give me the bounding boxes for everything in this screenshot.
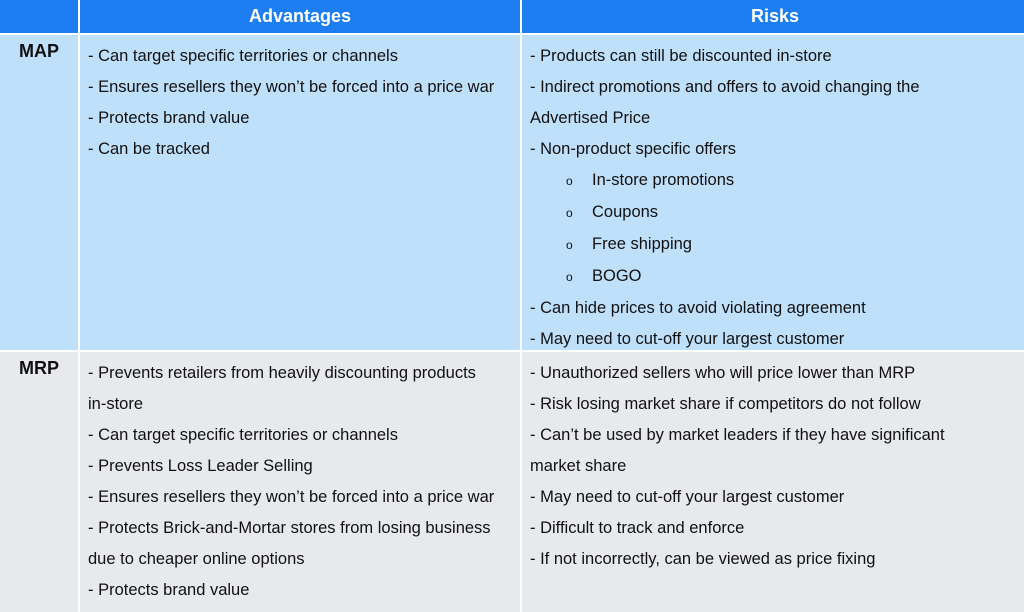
sub-list-item: o In-store promotions	[530, 165, 1020, 197]
sub-list-item-label: In-store promotions	[592, 171, 735, 189]
sub-list-item: o BOGO	[530, 261, 1020, 293]
mrp-advantages-cell: - Prevents retailers from heavily discou…	[80, 352, 520, 612]
list-item: - Protects brand value	[88, 581, 250, 599]
circle-bullet-icon: o	[566, 238, 573, 252]
list-item: Advertised Price	[530, 109, 651, 127]
list-item: - Products can still be discounted in-st…	[530, 47, 832, 65]
list-item: - Indirect promotions and offers to avoi…	[530, 78, 920, 96]
list-item: - Can be tracked	[88, 140, 210, 158]
list-item: - Can hide prices to avoid violating agr…	[530, 299, 866, 317]
list-item: - May need to cut-off your largest custo…	[530, 488, 845, 506]
list-item: in-store	[88, 395, 144, 413]
sub-list-item-label: Free shipping	[592, 235, 692, 253]
row-label-mrp: MRP	[0, 352, 78, 612]
map-risks-cell: - Products can still be discounted in-st…	[522, 35, 1024, 350]
list-item: - Risk losing market share if competitor…	[530, 395, 921, 413]
circle-bullet-icon: o	[566, 206, 573, 220]
header-corner-cell	[0, 0, 78, 33]
header-risks: Risks	[522, 0, 1024, 33]
row-label-map: MAP	[0, 35, 78, 350]
circle-bullet-icon: o	[566, 270, 573, 284]
map-advantages-cell: - Can target specific territories or cha…	[80, 35, 520, 350]
mrp-risks-cell: - Unauthorized sellers who will price lo…	[522, 352, 1024, 612]
list-item: - Ensures resellers they won’t be forced…	[88, 78, 495, 96]
header-advantages: Advantages	[80, 0, 520, 33]
list-item: - Prevents retailers from heavily discou…	[88, 364, 476, 382]
list-item: market share	[530, 457, 627, 475]
sub-list-item: o Free shipping	[530, 229, 1020, 261]
list-item: - Protects Brick-and-Mortar stores from …	[88, 519, 491, 537]
list-item: - Can target specific territories or cha…	[88, 47, 398, 65]
list-item: - Unauthorized sellers who will price lo…	[530, 364, 916, 382]
list-item: - Prevents Loss Leader Selling	[88, 457, 313, 475]
sub-list-item-label: Coupons	[592, 203, 659, 221]
list-item: due to cheaper online options	[88, 550, 305, 568]
list-item: - If not incorrectly, can be viewed as p…	[530, 550, 876, 568]
list-item: - May need to cut-off your largest custo…	[530, 330, 845, 348]
sub-list-item: o Coupons	[530, 197, 1020, 229]
list-item: - Difficult to track and enforce	[530, 519, 745, 537]
list-item: - Protects brand value	[88, 109, 250, 127]
list-item: - Non-product specific offers	[530, 140, 737, 158]
list-item: - Can target specific territories or cha…	[88, 426, 398, 444]
list-item: - Can’t be used by market leaders if the…	[530, 426, 945, 444]
circle-bullet-icon: o	[566, 174, 573, 188]
sub-list-item-label: BOGO	[592, 267, 642, 285]
list-item: - Ensures resellers they won’t be forced…	[88, 488, 495, 506]
